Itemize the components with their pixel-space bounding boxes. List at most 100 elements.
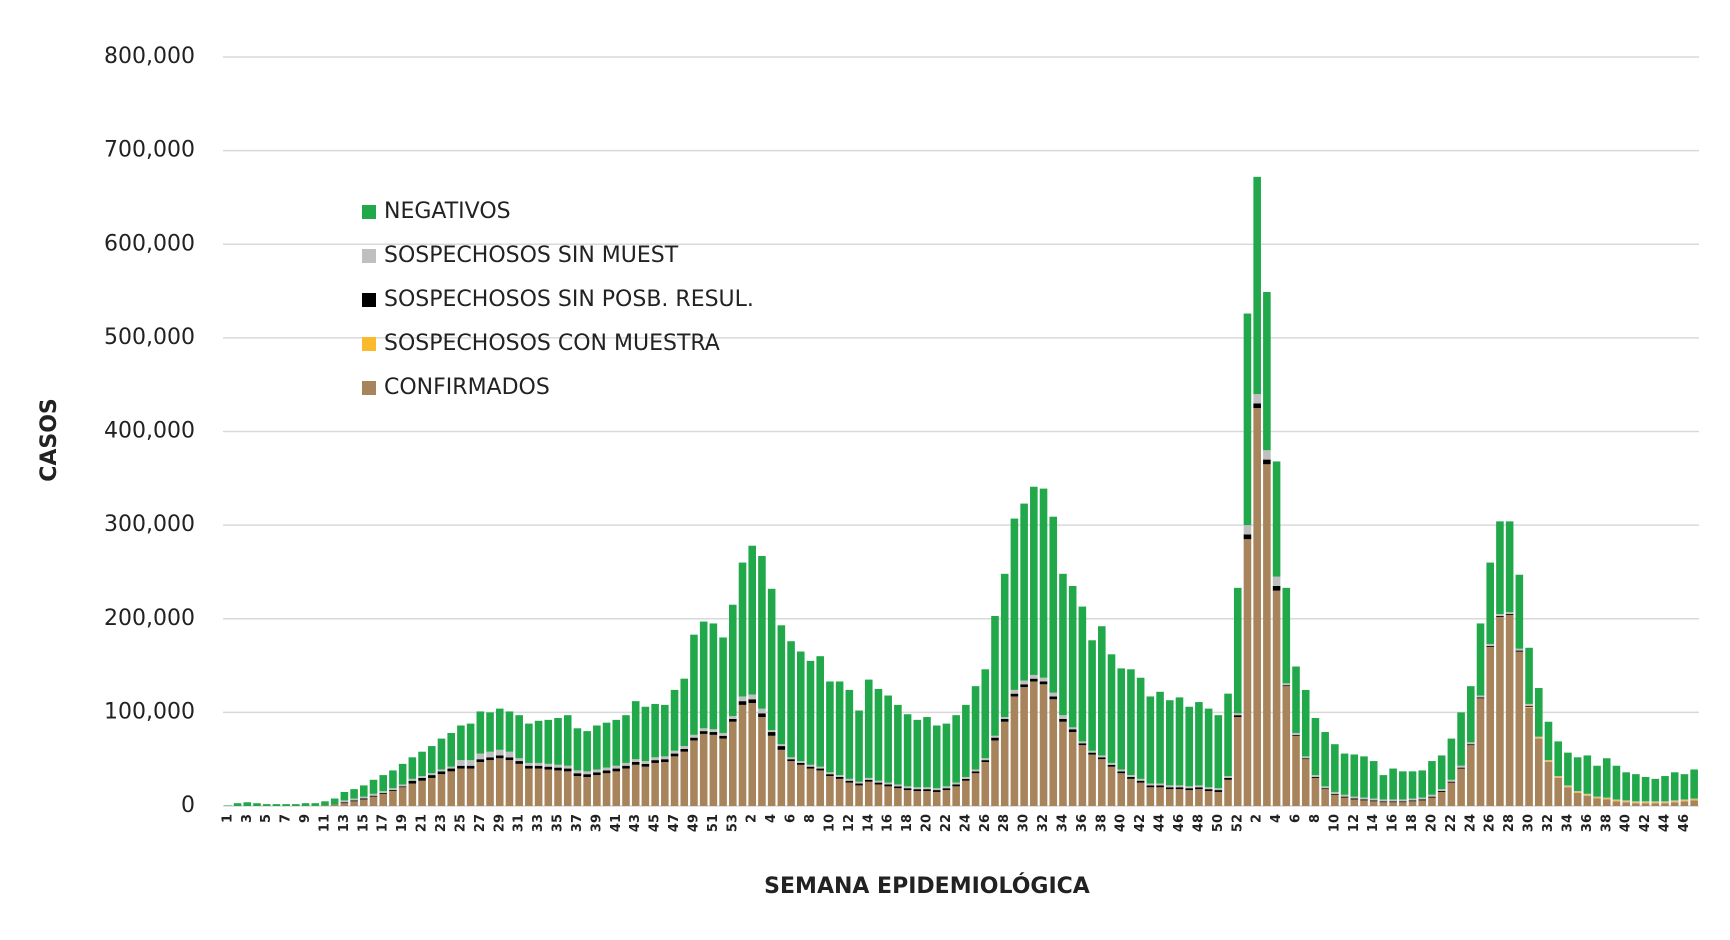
bar-segment bbox=[1651, 778, 1660, 802]
bar-segment bbox=[622, 768, 630, 806]
bar-segment bbox=[1496, 614, 1504, 616]
bar-segment bbox=[1399, 799, 1407, 802]
bar-segment bbox=[1301, 756, 1310, 759]
bar-segment bbox=[826, 681, 834, 773]
bar-segment bbox=[1098, 759, 1106, 806]
legend-label: NEGATIVOS bbox=[384, 199, 511, 224]
bar-segment bbox=[1670, 800, 1679, 802]
bar-segment bbox=[1573, 792, 1582, 806]
bar-segment bbox=[874, 688, 883, 781]
bar-segment bbox=[1525, 706, 1533, 708]
bar-segment bbox=[1360, 799, 1368, 801]
bar-segment bbox=[680, 678, 689, 747]
bar-segment bbox=[1428, 797, 1436, 806]
bar-segment bbox=[379, 792, 388, 794]
bar-segment bbox=[1039, 488, 1048, 678]
x-tick-label: 40 bbox=[1114, 814, 1129, 832]
bar-segment bbox=[1544, 761, 1553, 762]
bar-segment bbox=[1641, 776, 1650, 802]
bar-segment bbox=[1467, 745, 1475, 806]
bar-segment bbox=[1088, 752, 1096, 755]
bar-segment bbox=[971, 773, 980, 806]
x-tick-label: 21 bbox=[415, 814, 430, 832]
bar-segment bbox=[583, 731, 591, 772]
bar-segment bbox=[845, 780, 854, 783]
bar-segment bbox=[1389, 768, 1397, 800]
bar-segment bbox=[748, 699, 757, 704]
bar-segment bbox=[1486, 644, 1495, 646]
bar-segment bbox=[1496, 616, 1504, 806]
bar-segment bbox=[1195, 787, 1203, 790]
bar-segment bbox=[330, 798, 339, 805]
bar-segment bbox=[1496, 615, 1504, 617]
bar-segment bbox=[457, 725, 465, 761]
x-tick-label: 26 bbox=[1483, 814, 1498, 832]
bar-segment bbox=[1282, 685, 1291, 687]
bar-segment bbox=[932, 791, 941, 806]
bar-segment bbox=[427, 773, 436, 776]
bar-segment bbox=[1593, 798, 1601, 806]
bar-segment bbox=[1263, 464, 1271, 806]
bar-segment bbox=[661, 756, 669, 760]
x-tick-label: 38 bbox=[1599, 814, 1614, 832]
bar-segment bbox=[330, 804, 339, 806]
bar-segment bbox=[699, 621, 708, 729]
x-tick-label: 41 bbox=[609, 814, 624, 832]
bar-segment bbox=[593, 772, 601, 776]
bar-segment bbox=[1340, 797, 1349, 806]
bar-segment bbox=[1437, 789, 1446, 792]
bar-segment bbox=[379, 793, 388, 806]
bar-segment bbox=[1243, 539, 1252, 806]
bar-segment bbox=[845, 689, 854, 779]
bar-segment bbox=[835, 681, 844, 776]
bar-segment bbox=[486, 757, 494, 761]
bar-segment bbox=[777, 746, 786, 750]
x-tick-label: 37 bbox=[570, 814, 585, 832]
bar-segment bbox=[874, 784, 883, 806]
y-tick-label: 100,000 bbox=[104, 699, 195, 724]
bar-segment bbox=[1350, 799, 1359, 806]
bar-segment bbox=[1467, 742, 1475, 745]
bar-segment bbox=[952, 786, 960, 806]
bar-segment bbox=[1292, 666, 1300, 733]
bar-segment bbox=[466, 768, 475, 806]
bar-segment bbox=[1612, 800, 1621, 802]
bar-segment bbox=[495, 749, 504, 756]
x-tick-label: 12 bbox=[842, 814, 857, 832]
bar-segment bbox=[894, 788, 902, 806]
x-tick-label: 52 bbox=[1230, 814, 1245, 832]
bar-segment bbox=[1467, 686, 1475, 743]
bar-segment bbox=[1117, 668, 1126, 770]
x-tick-label: 20 bbox=[1424, 814, 1439, 832]
bar-segment bbox=[1505, 612, 1514, 615]
bar-segment bbox=[1661, 776, 1669, 802]
bar-segment bbox=[864, 781, 873, 806]
x-tick-label: 2 bbox=[1250, 814, 1265, 823]
bar-segment bbox=[602, 722, 611, 768]
bar-segment bbox=[525, 768, 533, 806]
x-tick-label: 11 bbox=[317, 814, 332, 832]
bar-segment bbox=[1146, 696, 1155, 784]
bar-segment bbox=[408, 778, 417, 781]
bar-segment bbox=[1253, 176, 1261, 395]
bar-segment bbox=[1263, 450, 1271, 460]
bar-segment bbox=[709, 734, 718, 806]
bar-segment bbox=[884, 784, 892, 787]
bar-segment bbox=[233, 803, 242, 806]
bar-segment bbox=[729, 718, 737, 722]
bar-segment bbox=[1146, 783, 1155, 786]
bar-segment bbox=[1156, 785, 1164, 788]
bar-segment bbox=[1282, 683, 1291, 686]
bar-segment bbox=[1282, 686, 1291, 806]
bar-segment bbox=[1651, 802, 1660, 804]
legend-swatch bbox=[362, 381, 376, 395]
bar-segment bbox=[563, 765, 572, 769]
bar-segment bbox=[729, 716, 737, 719]
x-tick-label: 42 bbox=[1638, 814, 1653, 832]
bar-segment bbox=[1049, 699, 1058, 806]
bar-segment bbox=[1272, 576, 1281, 586]
bar-segment bbox=[923, 789, 931, 792]
bar-segment bbox=[1622, 801, 1630, 803]
bar-segment bbox=[369, 779, 378, 794]
